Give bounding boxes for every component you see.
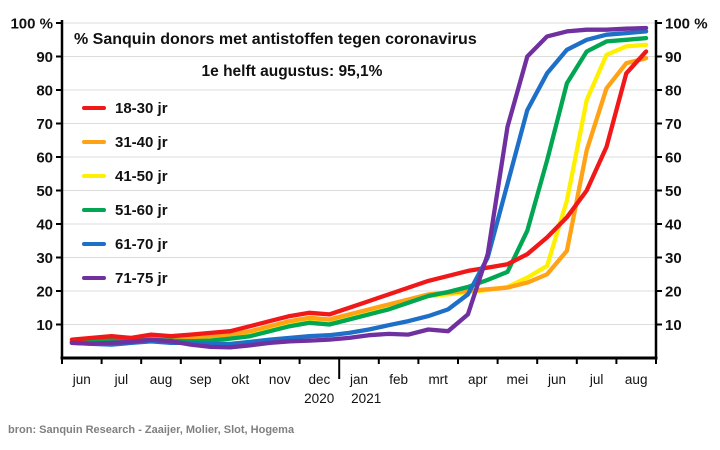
y-tick-label-right: 70: [665, 116, 682, 133]
y-tick-label-left: 80: [36, 83, 53, 100]
legend-swatch: [82, 207, 106, 213]
y-tick-label-left: 50: [36, 183, 53, 200]
y-tick-label-left: 60: [36, 150, 53, 167]
legend-swatch: [82, 241, 106, 247]
y-tick-label-left: 90: [36, 49, 53, 66]
legend-item-41-50-jr: 41-50 jr: [82, 166, 168, 186]
year-label: 2021: [351, 391, 381, 406]
y-tick-label-left: 100 %: [10, 16, 53, 33]
y-tick-label-right: 40: [665, 217, 682, 234]
x-tick-label: aug: [625, 372, 648, 387]
x-tick-label: feb: [389, 372, 408, 387]
y-tick-label-right: 80: [665, 83, 682, 100]
legend-label: 51-60 jr: [115, 201, 168, 219]
x-tick-label: apr: [468, 372, 488, 387]
y-tick-label-right: 10: [665, 317, 682, 334]
x-tick-label: okt: [231, 372, 249, 387]
legend-label: 61-70 jr: [115, 235, 168, 253]
legend-swatch: [82, 105, 106, 111]
y-tick-label-left: 70: [36, 116, 53, 133]
y-tick-label-right: 100 %: [665, 16, 708, 33]
series-line-18-30-jr: [69, 49, 649, 342]
legend-item-31-40-jr: 31-40 jr: [82, 132, 168, 152]
x-tick-label: sep: [190, 372, 212, 387]
legend-item-71-75-jr: 71-75 jr: [82, 268, 168, 288]
y-tick-label-left: 30: [36, 250, 53, 267]
year-label: 2020: [304, 391, 334, 406]
legend-label: 41-50 jr: [115, 167, 168, 185]
x-tick-label: jul: [114, 372, 129, 387]
y-tick-label-left: 40: [36, 217, 53, 234]
chart-title: % Sanquin donors met antistoffen tegen c…: [74, 31, 477, 48]
x-tick-label: mei: [507, 372, 529, 387]
y-tick-label-right: 20: [665, 284, 682, 301]
x-tick-label: nov: [269, 372, 291, 387]
legend-item-51-60-jr: 51-60 jr: [82, 200, 168, 220]
legend-item-18-30-jr: 18-30 jr: [82, 98, 168, 118]
y-tick-label-right: 30: [665, 250, 682, 267]
legend: 18-30 jr 31-40 jr 41-50 jr 51-60 jr 61-70 jr…: [82, 98, 168, 302]
legend-label: 71-75 jr: [115, 269, 168, 287]
x-tick-label: jun: [72, 372, 91, 387]
legend-label: 31-40 jr: [115, 133, 168, 151]
x-tick-label: jan: [349, 372, 368, 387]
x-tick-label: jun: [547, 372, 566, 387]
x-tick-label: jul: [589, 372, 604, 387]
y-tick-label-right: 90: [665, 49, 682, 66]
x-tick-label: dec: [309, 372, 331, 387]
series-line-71-75-jr: [69, 25, 649, 350]
legend-label: 18-30 jr: [115, 99, 168, 117]
y-tick-label-right: 60: [665, 150, 682, 167]
y-tick-label-left: 20: [36, 284, 53, 301]
legend-item-61-70-jr: 61-70 jr: [82, 234, 168, 254]
x-tick-label: mrt: [428, 372, 448, 387]
legend-swatch: [82, 173, 106, 179]
y-tick-label-right: 50: [665, 183, 682, 200]
source-note: bron: Sanquin Research - Zaaijer, Molier…: [8, 424, 295, 436]
x-tick-label: aug: [150, 372, 173, 387]
chart-subtitle: 1e helft augustus: 95,1%: [201, 63, 383, 80]
y-tick-label-left: 10: [36, 317, 53, 334]
legend-swatch: [82, 275, 106, 281]
legend-swatch: [82, 139, 106, 145]
